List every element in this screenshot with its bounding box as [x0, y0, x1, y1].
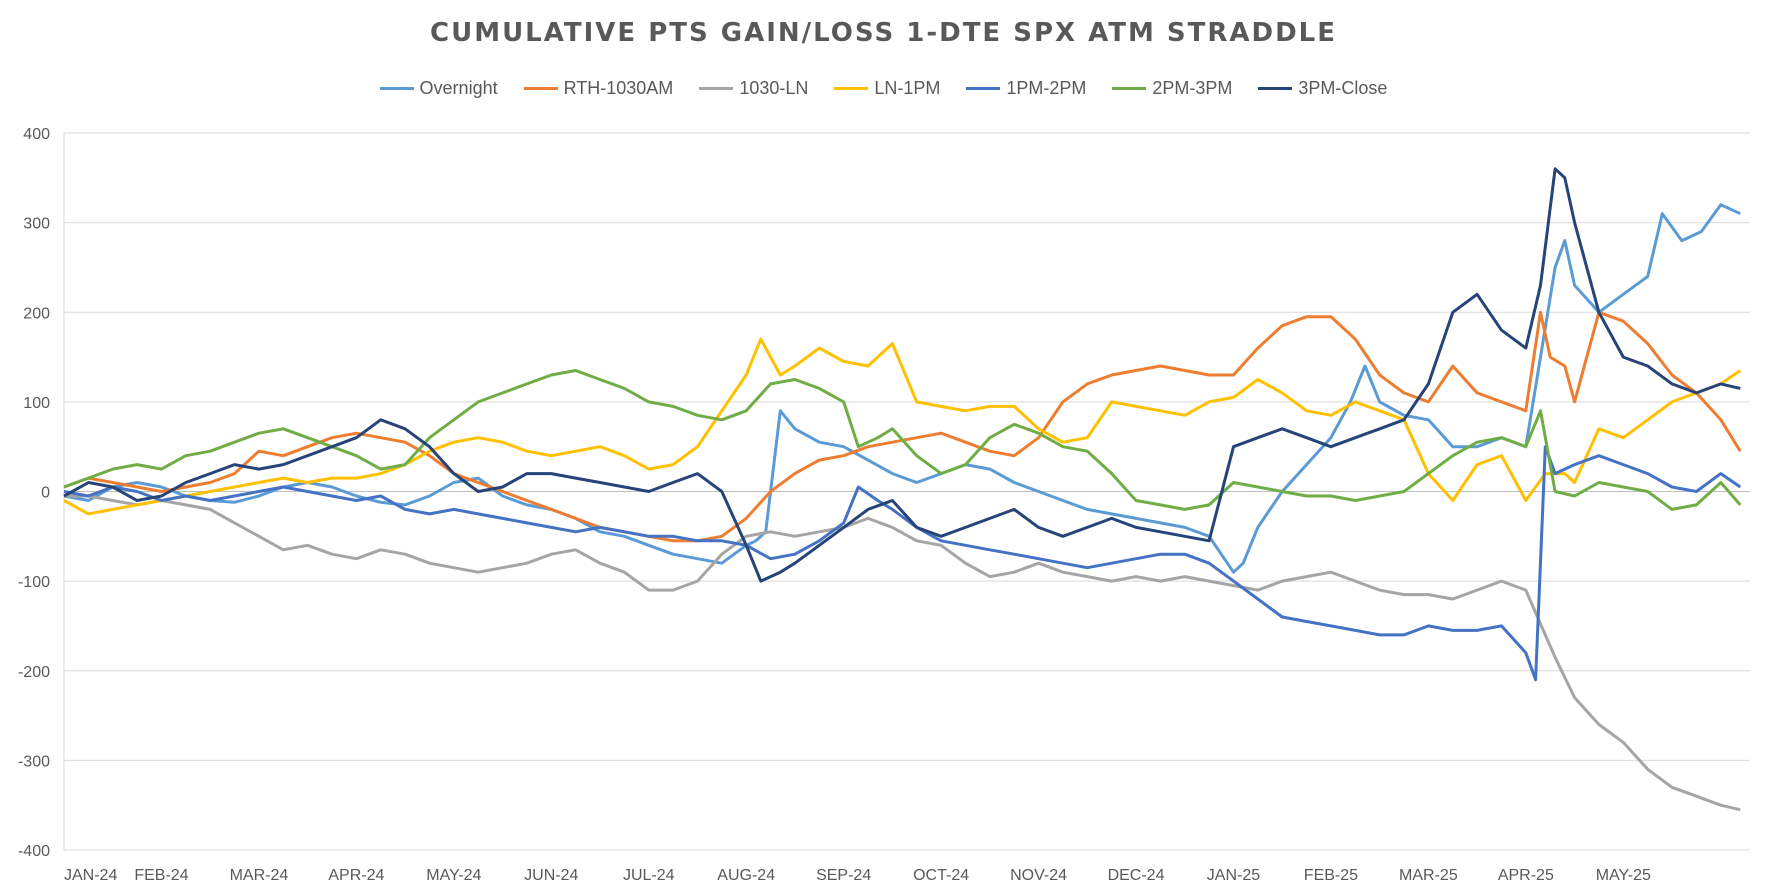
legend-item: 2PM-3PM: [1112, 78, 1232, 99]
legend-swatch: [1258, 87, 1293, 90]
x-tick-label: OCT-24: [913, 867, 969, 884]
y-tick-label: 300: [23, 216, 50, 233]
x-tick-label: AUG-24: [717, 867, 775, 884]
legend-swatch: [966, 87, 1001, 90]
x-tick-label: JAN-25: [1207, 867, 1260, 884]
y-tick-label: 200: [23, 305, 50, 322]
legend-swatch: [834, 87, 869, 90]
legend-label: 3PM-Close: [1298, 78, 1388, 98]
legend-label: Overnight: [419, 78, 498, 98]
x-tick-label: APR-24: [328, 867, 384, 884]
y-tick-label: 100: [23, 395, 50, 412]
legend-swatch: [523, 87, 558, 90]
x-tick-label: NOV-24: [1010, 867, 1067, 884]
legend-label: 1030-LN: [739, 78, 809, 98]
x-tick-label: MAY-25: [1596, 867, 1651, 884]
legend-label: LN-1PM: [874, 78, 941, 98]
legend-item: 1030-LN: [699, 78, 808, 99]
legend-swatch: [1112, 87, 1147, 90]
series-line-3pm-close: [63, 167, 1741, 583]
legend-item: RTH-1030AM: [523, 78, 674, 99]
legend-item: 3PM-Close: [1258, 78, 1387, 99]
x-tick-label: MAR-24: [230, 867, 289, 884]
y-tick-label: -300: [18, 753, 50, 770]
series-lines: [63, 167, 1742, 812]
chart-title: CUMULATIVE PTS GAIN/LOSS 1-DTE SPX ATM S…: [430, 18, 1337, 48]
x-tick-label: FEB-24: [134, 867, 188, 884]
legend-item: 1PM-2PM: [966, 78, 1086, 99]
legend-label: 2PM-3PM: [1152, 78, 1233, 98]
y-tick-label: -400: [18, 843, 50, 860]
x-tick-label: JUL-24: [623, 867, 675, 884]
y-tick-label: -200: [18, 664, 50, 681]
series-line-rth-1030am: [63, 310, 1742, 543]
y-tick-label: -100: [18, 574, 50, 591]
series-line-2pm-3pm: [63, 369, 1742, 511]
x-tick-label: SEP-24: [816, 867, 871, 884]
legend-item: Overnight: [379, 78, 498, 99]
x-tick-label: MAR-25: [1399, 867, 1458, 884]
legend-label: 1PM-2PM: [1006, 78, 1087, 98]
x-tick-label: JAN-24: [64, 867, 117, 884]
x-tick-label: DEC-24: [1108, 867, 1165, 884]
axes: 400 300 200 100 0 -100 -200 -300 -400 JAN-24 FEB-2…: [18, 126, 1651, 884]
legend: Overnight RTH-1030AM 1030-LN LN-1PM 1PM-2PM 2…: [0, 78, 1767, 99]
x-tick-label: FEB-25: [1304, 867, 1358, 884]
series-line-1030-ln: [64, 494, 1741, 812]
x-tick-label: JUN-24: [524, 867, 578, 884]
legend-swatch: [379, 87, 414, 90]
x-tick-label: APR-25: [1498, 867, 1554, 884]
legend-item: LN-1PM: [834, 78, 940, 99]
gridlines: [64, 132, 1750, 851]
y-tick-label: 400: [23, 126, 50, 143]
legend-label: RTH-1030AM: [563, 78, 674, 98]
legend-swatch: [699, 87, 734, 90]
y-tick-label: 0: [41, 485, 50, 502]
series-line-ln-1pm: [63, 337, 1742, 516]
x-tick-label: MAY-24: [426, 867, 481, 884]
